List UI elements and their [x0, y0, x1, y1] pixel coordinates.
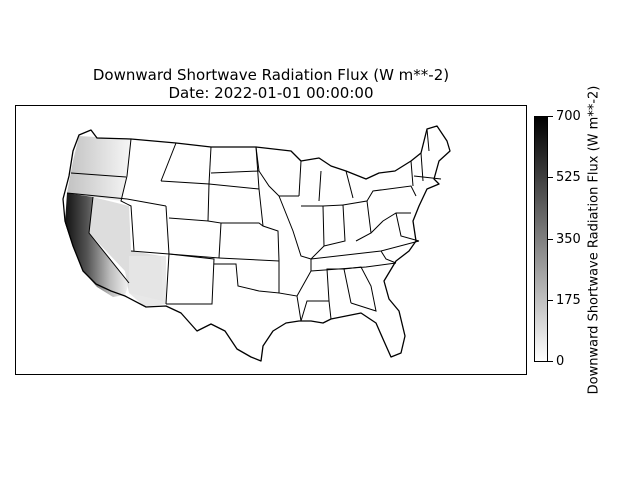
radiation-field-southwest: [129, 256, 166, 307]
radiation-field-northwest: [67, 136, 131, 201]
state-boundaries: [66, 128, 442, 322]
colorbar-tick: [548, 239, 553, 240]
colorbar: [534, 116, 548, 362]
us-outline: [62, 125, 451, 362]
radiation-field-california: [65, 193, 129, 297]
colorbar-tick-label-350: 350: [556, 232, 581, 247]
colorbar-tick-label-700: 700: [556, 109, 581, 124]
colorbar-tick: [548, 177, 553, 178]
colorbar-tick-label-0: 0: [556, 354, 565, 369]
colorbar-tick-label-175: 175: [556, 293, 581, 308]
colorbar-tick: [548, 116, 553, 117]
map-frame: [15, 105, 527, 375]
colorbar-label: Downward Shortwave Radiation Flux (W m**…: [586, 85, 602, 395]
us-map: [62, 125, 451, 362]
colorbar-tick-label-525: 525: [556, 170, 581, 185]
chart-date-subtitle: Date: 2022-01-01 00:00:00: [168, 84, 374, 102]
colorbar-tick: [548, 361, 553, 362]
colorbar-tick: [548, 300, 553, 301]
chart-title: Downward Shortwave Radiation Flux (W m**…: [92, 66, 450, 84]
